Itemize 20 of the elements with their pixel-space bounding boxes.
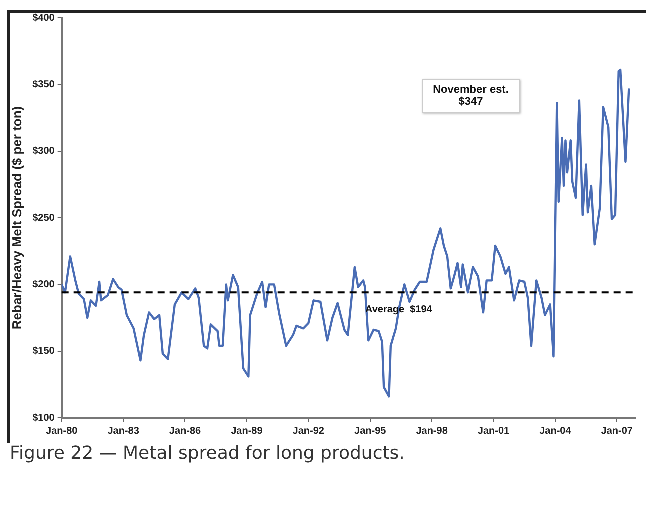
x-tick-label: Jan-80 xyxy=(46,426,78,437)
x-tick-label: Jan-89 xyxy=(231,426,264,437)
y-tick-label: $250 xyxy=(32,212,56,224)
x-tick-label: Jan-01 xyxy=(478,426,510,437)
y-tick-label: $200 xyxy=(32,279,56,290)
annotation: November est. $347 xyxy=(422,79,520,113)
y-tick-label: $100 xyxy=(32,412,56,424)
x-tick-label: Jan-98 xyxy=(416,426,448,437)
caption: Figure 22 — Metal spread for long products. xyxy=(10,443,406,464)
x-tick-label: Jan-92 xyxy=(292,426,325,437)
x-tick-label: Jan-95 xyxy=(354,426,387,437)
y-tick-label: $150 xyxy=(32,346,56,358)
y-tick-label: $300 xyxy=(32,146,56,158)
y-tick-label: $400 xyxy=(32,12,56,24)
y-axis-title: Rebar/Heavy Melt Spread ($ per ton) xyxy=(9,106,24,330)
y-tick-label: $350 xyxy=(32,79,56,90)
x-tick-label: Jan-04 xyxy=(540,426,572,437)
x-tick-label: Jan-07 xyxy=(601,426,634,437)
x-tick-label: Jan-83 xyxy=(108,426,140,437)
x-tick-label: Jan-86 xyxy=(169,426,202,437)
